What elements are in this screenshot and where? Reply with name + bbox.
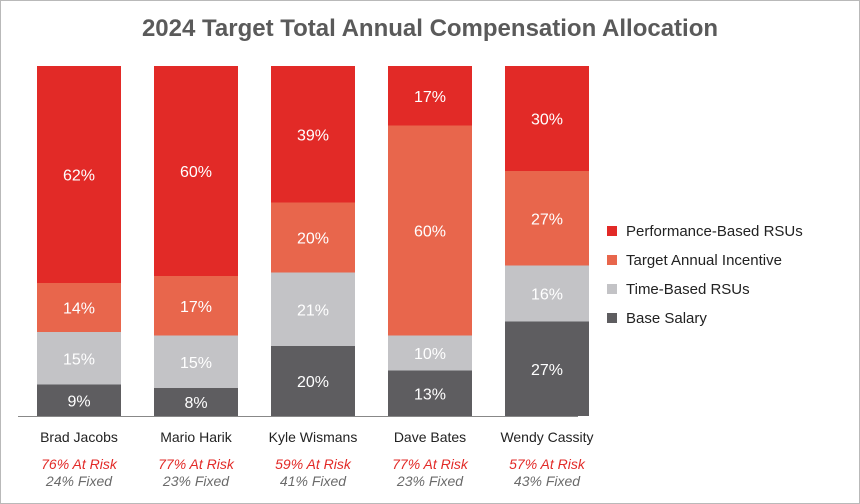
fixed-label: 23% Fixed [162,473,230,489]
bar-segment [388,125,472,336]
bar-segment [37,332,121,385]
at-risk-label: 77% At Risk [392,456,469,472]
data-label: 17% [180,299,212,316]
data-label: 39% [297,127,329,144]
category-label: Dave Bates [394,429,466,445]
bar-segment [154,66,238,276]
data-label: 60% [180,164,212,181]
data-label: 15% [180,355,212,372]
data-label: 15% [63,351,95,368]
bar-segment [271,202,355,273]
data-label: 21% [297,302,329,319]
bar-segment [388,370,472,416]
legend-entry: Performance-Based RSUs [626,223,803,240]
at-risk-label: 77% At Risk [158,456,235,472]
legend-swatch [607,313,617,323]
bar-segment [154,388,238,416]
bar-segment [505,171,589,266]
bar-segment [154,335,238,388]
data-label: 20% [297,374,329,391]
bar-segment [37,283,121,332]
data-label: 30% [531,112,563,129]
data-label: 27% [531,211,563,228]
category-label: Kyle Wismans [269,429,358,445]
data-label: 16% [531,287,563,304]
data-label: 60% [414,224,446,241]
fixed-label: 24% Fixed [45,473,113,489]
bar-segment [388,335,472,371]
category-label: Mario Harik [160,429,233,445]
data-label: 20% [297,231,329,248]
bar-segment [388,66,472,126]
data-label: 14% [63,301,95,318]
bar-segment [271,66,355,203]
legend-swatch [607,284,617,294]
chart-title: 2024 Target Total Annual Compensation Al… [141,15,719,42]
category-label: Wendy Cassity [500,429,593,445]
legend-entry: Target Annual Incentive [626,252,782,269]
data-label: 27% [531,362,563,379]
bar-segment [37,384,121,416]
data-label: 10% [414,346,446,363]
bar-segment [505,265,589,322]
legend-entry: Base Salary [626,310,707,327]
bar-segment [505,66,589,171]
fixed-label: 23% Fixed [396,473,464,489]
data-label: 62% [63,168,95,185]
category-label: Brad Jacobs [40,429,118,445]
data-label: 17% [414,89,446,106]
data-label: 9% [67,393,90,410]
at-risk-label: 59% At Risk [275,456,352,472]
bar-segment [271,346,355,416]
bar-segment [154,276,238,336]
at-risk-label: 76% At Risk [41,456,118,472]
fixed-label: 43% Fixed [514,473,581,489]
legend-swatch [607,226,617,236]
bar-segment [37,66,121,283]
bar-segment [505,321,589,416]
legend-entry: Time-Based RSUs [626,281,750,298]
bar-segment [271,272,355,346]
fixed-label: 41% Fixed [280,473,347,489]
data-label: 13% [414,386,446,403]
legend-swatch [607,255,617,265]
at-risk-label: 57% At Risk [509,456,586,472]
data-label: 8% [184,395,207,412]
